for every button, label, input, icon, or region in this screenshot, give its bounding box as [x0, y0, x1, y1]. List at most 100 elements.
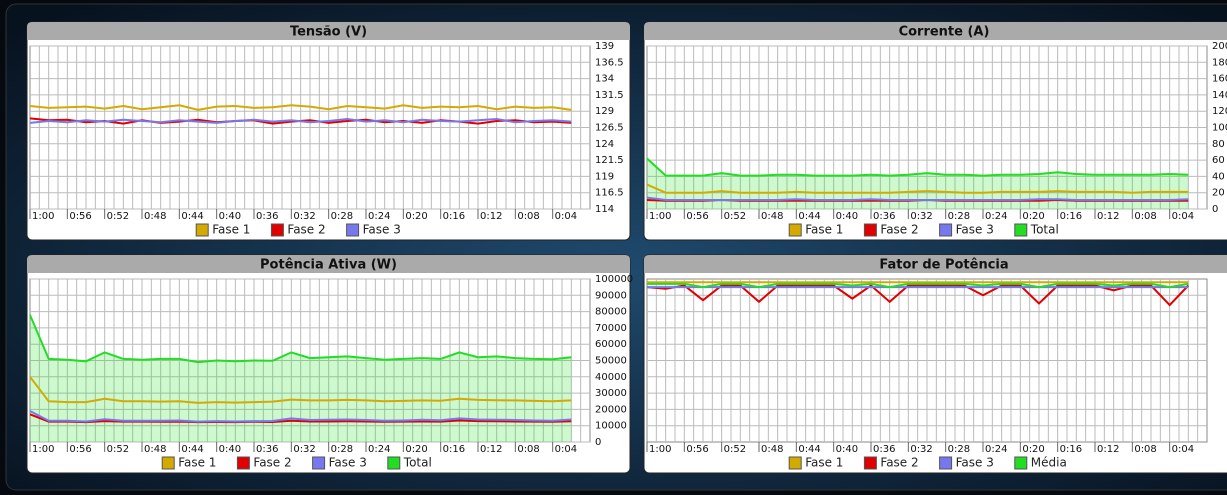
x-tick-label: 0:08 — [1134, 444, 1156, 455]
y-tick-label: 126.5 — [595, 123, 624, 134]
y-tick-label: 114 — [595, 204, 614, 215]
x-tick-label: 1:00 — [32, 444, 54, 455]
legend-swatch — [788, 456, 802, 470]
y-tick-label: 10000 — [595, 421, 627, 432]
x-tick-label: 0:24 — [985, 211, 1007, 222]
x-tick-label: 0:36 — [256, 444, 278, 455]
x-tick-label: 0:28 — [331, 211, 353, 222]
x-tick-label: 0:20 — [1022, 444, 1044, 455]
legend-swatch — [863, 223, 877, 237]
x-tick-label: 0:48 — [761, 444, 783, 455]
legend-swatch — [1014, 223, 1028, 237]
x-tick-label: 0:24 — [368, 444, 390, 455]
x-tick-label: 0:44 — [181, 211, 203, 222]
legend-swatch — [387, 456, 401, 470]
x-tick-label: 0:52 — [107, 211, 129, 222]
y-tick-label: 131.5 — [595, 90, 624, 101]
x-tick-label: 1:00 — [649, 444, 671, 455]
legend-swatch — [195, 223, 209, 237]
legend-label: Média — [1031, 456, 1067, 470]
x-tick-label: 0:36 — [873, 211, 895, 222]
x-tick-label: 0:32 — [910, 211, 932, 222]
x-tick-label: 0:40 — [836, 211, 858, 222]
y-tick-label: 50000 — [595, 356, 627, 367]
legend-swatch — [346, 223, 360, 237]
x-tick-label: 0:12 — [1097, 211, 1119, 222]
x-tick-label: 0:16 — [443, 211, 465, 222]
y-tick-label: 0 — [1212, 204, 1218, 215]
legend-swatch — [161, 456, 175, 470]
x-tick-label: 0:12 — [1097, 444, 1119, 455]
line — [29, 410, 572, 423]
y-tick-label: 40 — [1212, 171, 1225, 182]
x-tick-label: 0:20 — [1022, 211, 1044, 222]
y-tick-label: 134 — [595, 74, 614, 85]
panel-header — [27, 255, 630, 273]
legend-label: Fase 1 — [178, 456, 216, 470]
y-tick-label: 200 — [1212, 41, 1227, 52]
line — [646, 183, 1189, 194]
legend-swatch — [312, 456, 326, 470]
y-tick-label: 100000 — [595, 274, 633, 285]
legend-swatch — [236, 456, 250, 470]
x-tick-label: 0:20 — [405, 444, 427, 455]
y-tick-label: 70000 — [595, 323, 627, 334]
y-tick-label: 120 — [1212, 106, 1227, 117]
y-tick-label: 160 — [1212, 74, 1227, 85]
y-tick-label: 20 — [1212, 188, 1225, 199]
x-tick-label: 0:52 — [724, 211, 746, 222]
panel-header — [27, 22, 630, 40]
x-tick-label: 0:16 — [1060, 444, 1082, 455]
legend-label: Fase 3 — [329, 456, 367, 470]
x-tick-label: 0:24 — [985, 444, 1007, 455]
x-tick-label: 0:12 — [480, 211, 502, 222]
y-tick-label: 119 — [595, 171, 614, 182]
x-tick-label: 0:44 — [798, 211, 820, 222]
y-tick-label: 80 — [1212, 139, 1225, 150]
line — [647, 282, 1189, 289]
x-tick-label: 0:04 — [1172, 444, 1194, 455]
x-tick-label: 0:28 — [948, 211, 970, 222]
legend-label: Fase 1 — [212, 223, 250, 237]
legend-label: Fase 3 — [956, 223, 994, 237]
legend-swatch — [788, 223, 802, 237]
line — [646, 196, 1189, 201]
legend-label: Fase 2 — [287, 223, 325, 237]
panel: Potência Ativa (W) 0 10000 20000 30000 40000 5… — [26, 254, 633, 474]
legend-label: Total — [1030, 223, 1059, 237]
x-tick-label: 0:56 — [69, 211, 91, 222]
line — [29, 376, 572, 404]
panel-header — [644, 255, 1227, 273]
y-tick-label: 60000 — [595, 339, 627, 350]
x-tick-label: 0:48 — [144, 211, 166, 222]
x-tick-label: 0:40 — [219, 444, 241, 455]
x-tick-label: 0:36 — [256, 211, 278, 222]
y-tick-label: 90000 — [595, 290, 627, 301]
y-tick-label: 139 — [595, 41, 614, 52]
x-tick-label: 0:16 — [443, 444, 465, 455]
x-tick-label: 0:48 — [761, 211, 783, 222]
x-tick-label: 0:36 — [873, 444, 895, 455]
x-tick-label: 1:00 — [32, 211, 54, 222]
legend-swatch — [939, 456, 953, 470]
legend-label: Fase 2 — [253, 456, 291, 470]
line — [29, 104, 572, 111]
y-tick-label: 60 — [1212, 155, 1225, 166]
y-tick-label: 129 — [595, 106, 614, 117]
x-tick-label: 0:04 — [555, 444, 577, 455]
y-tick-label: 30000 — [595, 388, 627, 399]
x-tick-label: 0:28 — [331, 444, 353, 455]
chart-title: Fator de Potência — [879, 258, 1008, 273]
legend-label: Fase 3 — [956, 456, 994, 470]
x-tick-label: 1:00 — [649, 211, 671, 222]
x-tick-label: 0:32 — [293, 444, 315, 455]
line — [29, 117, 572, 124]
legend-label: Fase 1 — [805, 456, 843, 470]
line — [646, 157, 1189, 177]
legend-label: Fase 3 — [363, 223, 401, 237]
y-tick-label: 40000 — [595, 372, 627, 383]
y-tick-label: 0 — [595, 437, 601, 448]
chart-title: Corrente (A) — [899, 25, 990, 40]
chart-title: Potência Ativa (W) — [260, 258, 397, 273]
